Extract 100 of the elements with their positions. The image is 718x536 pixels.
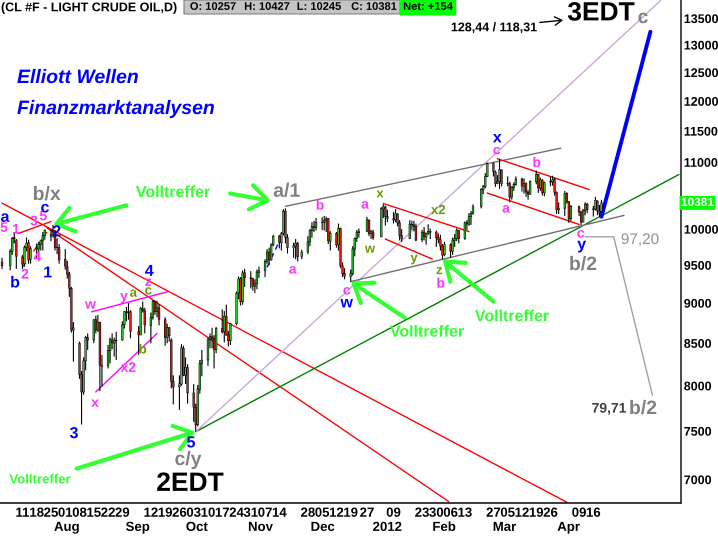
x-tick-label: 12: [144, 508, 158, 517]
x-tick-label: 23: [415, 508, 429, 517]
x-tick-label: 27: [360, 508, 374, 517]
x-tick-label: 12: [515, 508, 529, 517]
x-tick-label: 22: [101, 508, 115, 517]
annotation: c/y: [175, 450, 202, 470]
x-tick-label: 18: [30, 508, 44, 517]
y-tick-label: 7500: [684, 426, 712, 436]
annotation: Net: +154: [404, 2, 453, 10]
annotation: a: [502, 205, 510, 213]
annotation: Elliott Wellen: [17, 68, 138, 84]
annotation: a: [130, 290, 138, 297]
annotation: O: 10257: [190, 2, 236, 10]
annotation: a: [362, 201, 369, 209]
annotation: 128,44 / 118,31: [452, 22, 537, 34]
x-tick-label: 17: [216, 508, 229, 517]
y-tick-label: 9000: [684, 298, 712, 308]
annotation: 4: [145, 264, 154, 276]
y-tick-label: 11500: [684, 126, 718, 136]
chart-title: (CL #F - LIGHT CRUDE OIL,D): [2, 2, 177, 14]
x-tick-label: 09: [572, 508, 586, 517]
annotation: 2: [22, 268, 28, 279]
x-tick-label: 05: [500, 508, 515, 517]
annotation: w: [364, 246, 376, 253]
x-tick-label: 31: [244, 508, 258, 517]
annotation: x: [91, 400, 99, 407]
text: Dec: [311, 522, 334, 532]
text: Aug: [54, 522, 79, 534]
x-tick-label: 19: [530, 508, 544, 517]
text: Oct: [186, 522, 208, 532]
y-tick-label: 10000: [684, 224, 718, 234]
annotation: y: [120, 292, 128, 304]
annotation: b/2: [630, 400, 656, 414]
annotation: Finanzmarktanalysen: [17, 100, 214, 118]
annotation: b: [11, 276, 20, 288]
annotation: y: [410, 254, 418, 264]
x-tick-label: 28: [301, 508, 315, 517]
annotation: 5: [187, 436, 195, 448]
y-tick-label: 7000: [684, 475, 712, 484]
x-tick-label: 12: [330, 508, 344, 517]
annotation: x2: [431, 204, 446, 214]
annotation: b/2: [570, 256, 596, 270]
y-tick-label: 12500: [684, 68, 718, 78]
annotation: Volltreffer: [9, 474, 70, 484]
annotation: L: 10245: [298, 2, 341, 10]
x-tick-label: 19: [344, 508, 358, 517]
annotation: w: [340, 298, 353, 308]
text: Sep: [126, 522, 150, 534]
x-tick-label: 30: [429, 508, 444, 517]
x-tick-label: 19: [158, 508, 172, 517]
x-tick-label: 16: [586, 508, 600, 517]
x-tick-label: 09: [386, 508, 400, 517]
annotation: 2: [52, 225, 60, 236]
annotation: x: [492, 134, 502, 142]
y-tick-label: 8500: [684, 339, 712, 348]
x-tick-label: 01: [58, 508, 72, 517]
x-tick-label: 26: [544, 508, 558, 517]
x-tick-label: 06: [444, 508, 458, 517]
annotation: 97,20: [622, 233, 659, 246]
text: 2012: [373, 522, 402, 532]
annotation: Volltreffer: [390, 325, 464, 337]
annotation: C: 10381: [352, 2, 397, 10]
annotation: 1: [44, 266, 52, 278]
annotation: y: [577, 240, 586, 252]
annotation: a/1: [274, 182, 300, 198]
annotation: 10381: [682, 198, 714, 206]
text: Feb: [433, 521, 456, 532]
annotation: 3: [70, 426, 78, 438]
x-tick-label: 14: [272, 508, 287, 517]
annotation: 3EDT: [568, 2, 634, 21]
y-tick-label: 13000: [684, 40, 718, 50]
x-tick-label: 15: [87, 508, 101, 517]
annotation: c: [145, 287, 152, 295]
annotation: 79,71: [592, 402, 626, 415]
annotation: c: [493, 146, 500, 154]
annotation: x: [376, 190, 384, 198]
x-tick-label: 05: [315, 508, 330, 517]
annotation: H: 10427: [244, 2, 290, 10]
annotation: 5: [0, 222, 8, 232]
annotation: b: [437, 278, 444, 288]
x-tick-label: 07: [258, 508, 272, 517]
text: Mar: [494, 522, 516, 532]
annotation: z: [436, 267, 442, 274]
y-tick-label: 13500: [684, 14, 718, 24]
y-tick-label: 8000: [684, 382, 712, 390]
text: Nov: [248, 522, 273, 532]
x-tick-label: 24: [230, 508, 244, 517]
annotation: 1: [13, 224, 20, 234]
annotation: 2EDT: [157, 472, 224, 491]
annotation: b: [533, 156, 540, 168]
annotation: Volltreffer: [136, 186, 210, 198]
x-tick-label: 03: [186, 508, 201, 517]
x-tick-label: 27: [486, 508, 500, 517]
x-tick-label: 26: [172, 508, 186, 517]
annotation: Volltreffer: [474, 310, 549, 322]
annotation: x2: [120, 362, 136, 372]
x-tick-label: 13: [458, 508, 472, 517]
annotation: b/x: [34, 186, 61, 200]
y-tick-label: 9500: [684, 260, 712, 270]
annotation: b: [316, 200, 324, 210]
